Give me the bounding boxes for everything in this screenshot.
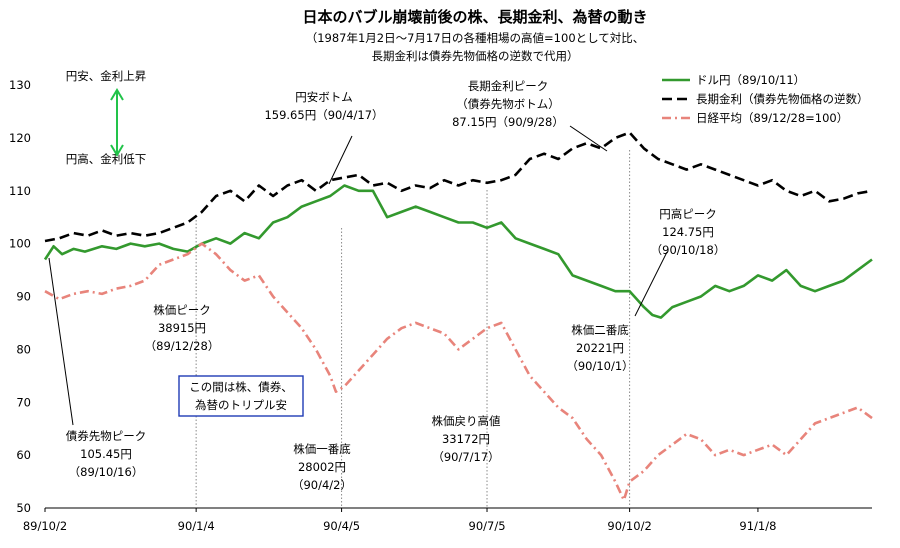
annotation-text: （90/10/1） [566, 359, 633, 373]
leader-line [48, 257, 74, 426]
chart-subtitle-line-2: 長期金利は債券先物価格の逆数で代用） [372, 49, 579, 63]
annotation-text: 円安ボトム [295, 90, 353, 104]
y-tick-label: 120 [9, 131, 31, 145]
x-tick-label: 90/10/2 [607, 519, 651, 533]
annotation-text: 株価一番底 [293, 442, 351, 456]
legend-label-0: ドル円（89/10/11） [696, 73, 805, 87]
annotation-text: 円高、金利低下 [66, 152, 147, 166]
annotation-text: 87.15円（90/9/28） [452, 115, 564, 129]
annotation-text: （債券先物ボトム） [456, 97, 560, 111]
annotation-text: 株価ピーク [153, 303, 211, 317]
annotation-text: 105.45円 [80, 447, 132, 461]
y-tick-label: 50 [16, 501, 31, 515]
title-group: 日本のバブル崩壊前後の株、長期金利、為替の動き （1987年1月2日〜7月17日… [302, 8, 647, 63]
arrow-head-down [110, 144, 124, 157]
y-tick-label: 90 [16, 290, 31, 304]
y-tick-label: 130 [9, 78, 31, 92]
annotation-text: 円高ピーク [659, 207, 717, 221]
legend-label-2: 日経平均（89/12/28=100） [696, 111, 848, 125]
leader-line [569, 125, 608, 152]
annotation-box [178, 375, 304, 417]
annotation-text: 159.65円（90/4/17） [264, 108, 383, 122]
annotation-text: 円安、金利上昇 [66, 69, 147, 83]
axes: 50 60 70 80 90 100 110 120 130 89/10/2 90/1/4 90/4/… [9, 78, 872, 533]
y-tick-label: 110 [9, 184, 31, 198]
annotation-text: （90/4/2） [292, 478, 352, 492]
arrow-head-up [110, 88, 124, 101]
x-tick-label: 90/7/5 [469, 519, 506, 533]
series-line-0 [43, 184, 873, 319]
series-line-2 [44, 242, 873, 502]
legend-label-1: 長期金利（債券先物価格の逆数） [696, 92, 869, 106]
annotation-text: 株価戻り高値 [432, 414, 501, 428]
annotation-text: （90/7/17） [432, 450, 499, 464]
annotation-text: （89/12/28） [145, 339, 220, 353]
annotation-text: 長期金利ピーク [468, 79, 549, 93]
annotation-text: 28002円 [298, 460, 346, 474]
x-tick-label: 89/10/2 [23, 519, 67, 533]
leader-line [328, 135, 353, 185]
event-guide-lines [195, 150, 631, 508]
chart-title: 日本のバブル崩壊前後の株、長期金利、為替の動き [302, 8, 647, 26]
annotation-text: この間は株、債券、 [189, 380, 293, 394]
y-tick-label: 100 [9, 237, 31, 251]
chart-subtitle-line-1: （1987年1月2日〜7月17日の各種相場の高値=100として対比、 [306, 31, 645, 45]
annotation-text: （89/10/16） [69, 465, 144, 479]
y-tick-label: 60 [16, 448, 31, 462]
x-tick-label: 90/1/4 [178, 519, 215, 533]
annotation-text: 20221円 [576, 341, 624, 355]
annotation-text: 債券先物ピーク [66, 429, 147, 443]
x-tick-label: 91/1/8 [739, 519, 776, 533]
annotation-text: 38915円 [158, 321, 206, 335]
y-tick-label: 70 [16, 395, 31, 409]
series-line-1 [44, 131, 873, 243]
annotation-text: 株価二番底 [571, 323, 629, 337]
y-tick-label: 80 [16, 342, 31, 356]
leader-line [634, 251, 668, 317]
x-tick-label: 90/4/5 [323, 519, 360, 533]
annotation-text: （90/10/18） [651, 243, 726, 257]
annotation-text: 33172円 [442, 432, 490, 446]
annotation-text: 為替のトリプル安 [195, 398, 287, 412]
annotation-text: 124.75円 [662, 225, 714, 239]
plot-area [43, 131, 873, 502]
legend: ドル円（89/10/11） 長期金利（債券先物価格の逆数） 日経平均（89/12/2… [662, 73, 869, 125]
